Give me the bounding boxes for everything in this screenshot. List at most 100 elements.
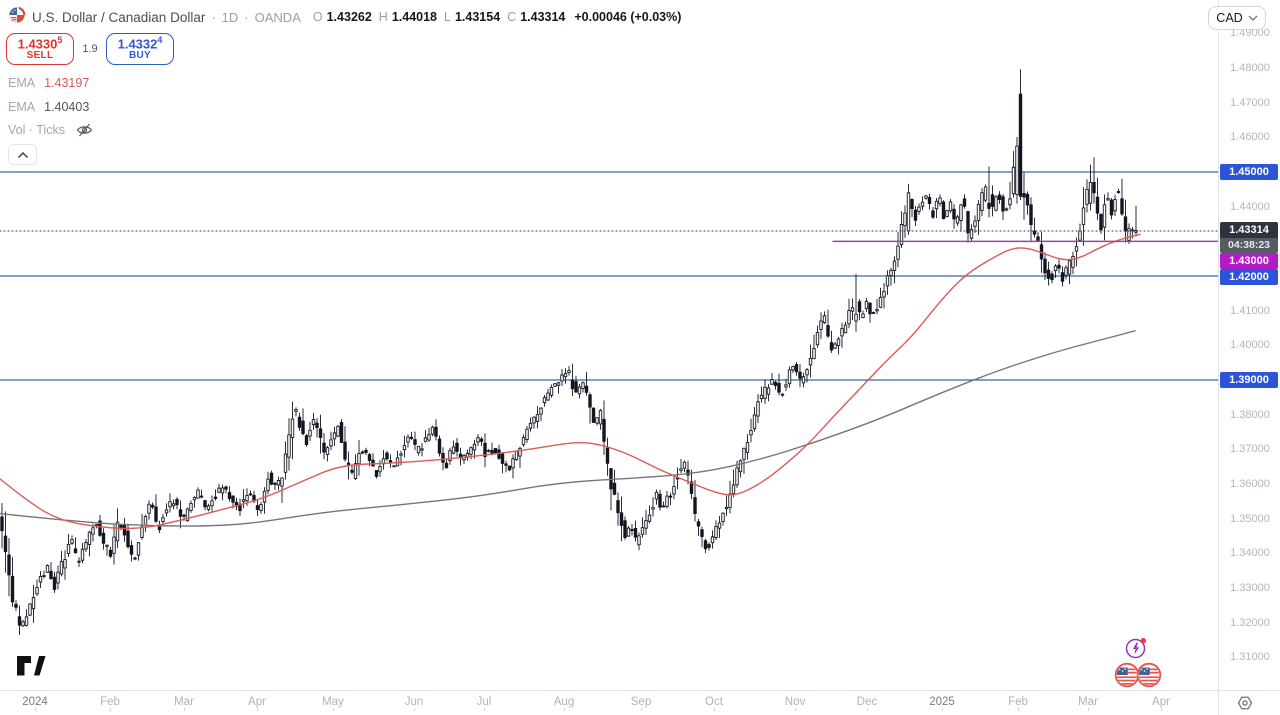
time-axis-tick [184,708,185,711]
currency-selector-value: CAD [1216,11,1243,25]
time-axis-label: Sep [630,696,652,708]
low-label: L [444,10,451,24]
time-axis-label: Apr [248,696,266,708]
country-flags-icon[interactable] [1112,657,1166,696]
time-axis-tick [333,708,334,711]
price-axis-label: 1.48000 [1230,62,1270,75]
price-axis-label: 1.32000 [1230,616,1270,629]
time-axis-label: 2024 [22,696,48,708]
price-axis-label: 1.37000 [1230,443,1270,456]
currency-selector-button[interactable]: CAD [1208,6,1266,30]
collapse-legend-button[interactable] [8,144,37,165]
floating-widgets [1112,633,1172,691]
time-axis-label: Jun [404,696,424,708]
time-axis-tick [257,708,258,711]
buy-price: 1.4332 [117,36,158,52]
price-axis-label: 1.47000 [1230,96,1270,109]
time-axis-tick [1088,708,1089,711]
time-axis-tick [714,708,715,711]
tradingview-logo[interactable] [16,655,47,682]
tradingview-logo-icon [17,656,46,676]
symbol-title[interactable]: U.S. Dollar / Canadian Dollar [32,9,206,25]
chevron-down-icon [1248,15,1258,21]
time-axis-tick [564,708,565,711]
price-axis[interactable]: 1.49000 1.48000 1.47000 1.46000 1.44000 1.410… [1218,0,1280,690]
close-value: 1.43314 [520,10,566,24]
time-axis-tick [110,708,111,711]
time-axis-label: May [322,696,344,708]
time-axis-label: Feb [1008,696,1028,708]
open-label: O [312,10,323,24]
time-axis-tick [1161,708,1162,711]
volume-label: Vol · Ticks [8,123,65,137]
ema-fast-label: EMA [8,76,36,90]
ema-slow-label: EMA [8,100,36,114]
chart-plot-area: U.S. Dollar / Canadian Dollar · 1D · OAN… [0,0,1218,690]
bar-countdown-timer: 04:38:23 [1220,238,1278,254]
last-price-badge: 1.43314 04:38:23 [1220,222,1278,254]
close-label: C [507,10,517,24]
time-axis-tick [35,708,36,711]
price-level-badge-purple: 1.43000 [1220,253,1278,270]
visibility-off-icon[interactable] [76,123,93,137]
price-axis-label: 1.31000 [1230,651,1270,664]
time-axis[interactable]: 2024 Feb Mar Apr May Jun Jul Aug Sep Oct Nov Dec 202… [0,690,1218,715]
separator-dot: · [244,9,249,25]
price-axis-label: 1.34000 [1230,547,1270,560]
time-axis-tick [641,708,642,711]
price-axis-label: 1.38000 [1230,408,1270,421]
price-axis-label: 1.46000 [1230,131,1270,144]
chart-settings-gear-icon[interactable] [1235,693,1255,715]
low-value: 1.43154 [454,10,501,24]
time-axis-label: Oct [705,696,723,708]
time-axis-label: Jul [476,696,492,708]
high-value: 1.44018 [391,10,438,24]
volume-legend[interactable]: Vol · Ticks [8,122,93,138]
buy-label: BUY [128,50,151,62]
last-price-value: 1.43314 [1220,222,1278,239]
high-label: H [378,10,388,24]
buy-button[interactable]: 1.43324 BUY [106,33,174,65]
buy-price-fraction: 4 [157,35,163,46]
change-value: +0.00046 (+0.03%) [574,10,682,24]
time-axis-tick [414,708,415,711]
time-axis-tick [1018,708,1019,711]
price-axis-label: 1.44000 [1230,200,1270,213]
exchange-label[interactable]: OANDA [254,9,301,25]
time-axis-label: Mar [174,696,194,708]
spread-value: 1.9 [82,43,98,55]
time-axis-tick [795,708,796,711]
sell-price-fraction: 5 [57,35,63,46]
separator-dot: · [211,9,216,25]
price-axis-label: 1.49000 [1230,27,1270,40]
ema-slow-legend[interactable]: EMA 1.40403 [8,99,89,115]
symbol-pair-flag-icon [8,6,26,29]
sell-button[interactable]: 1.43305 SELL [6,33,74,65]
price-axis-label: 1.40000 [1230,339,1270,352]
time-axis-label: Feb [100,696,120,708]
ideas-flash-icon[interactable] [1124,635,1150,666]
ohlc-readout: O 1.43262 H 1.44018 L 1.43154 C 1.43314 … [313,10,682,24]
time-axis-tick [942,708,943,711]
time-axis-tick [484,708,485,711]
price-axis-label: 1.33000 [1230,582,1270,595]
ema-fast-legend[interactable]: EMA 1.43197 [8,75,89,91]
interval-label[interactable]: 1D [221,9,239,25]
time-axis-tick [867,708,868,711]
price-axis-label: 1.35000 [1230,512,1270,525]
open-value: 1.43262 [326,10,372,24]
price-level-badge-blue: 1.45000 [1220,164,1278,181]
time-axis-label: Aug [553,696,575,708]
price-chart-canvas[interactable] [0,0,1218,690]
price-axis-label: 1.36000 [1230,478,1270,491]
price-axis-label: 1.41000 [1230,304,1270,317]
ema-fast-value: 1.43197 [44,76,90,90]
time-axis-label: Mar [1078,696,1098,708]
trade-panel: 1.43305 SELL 1.9 1.43324 BUY [6,33,174,65]
time-axis-label: Nov [784,696,806,708]
chevron-up-icon [17,151,28,158]
time-axis-label: Dec [856,696,878,708]
axis-settings-corner [1218,690,1280,715]
sell-price: 1.4330 [17,36,58,52]
